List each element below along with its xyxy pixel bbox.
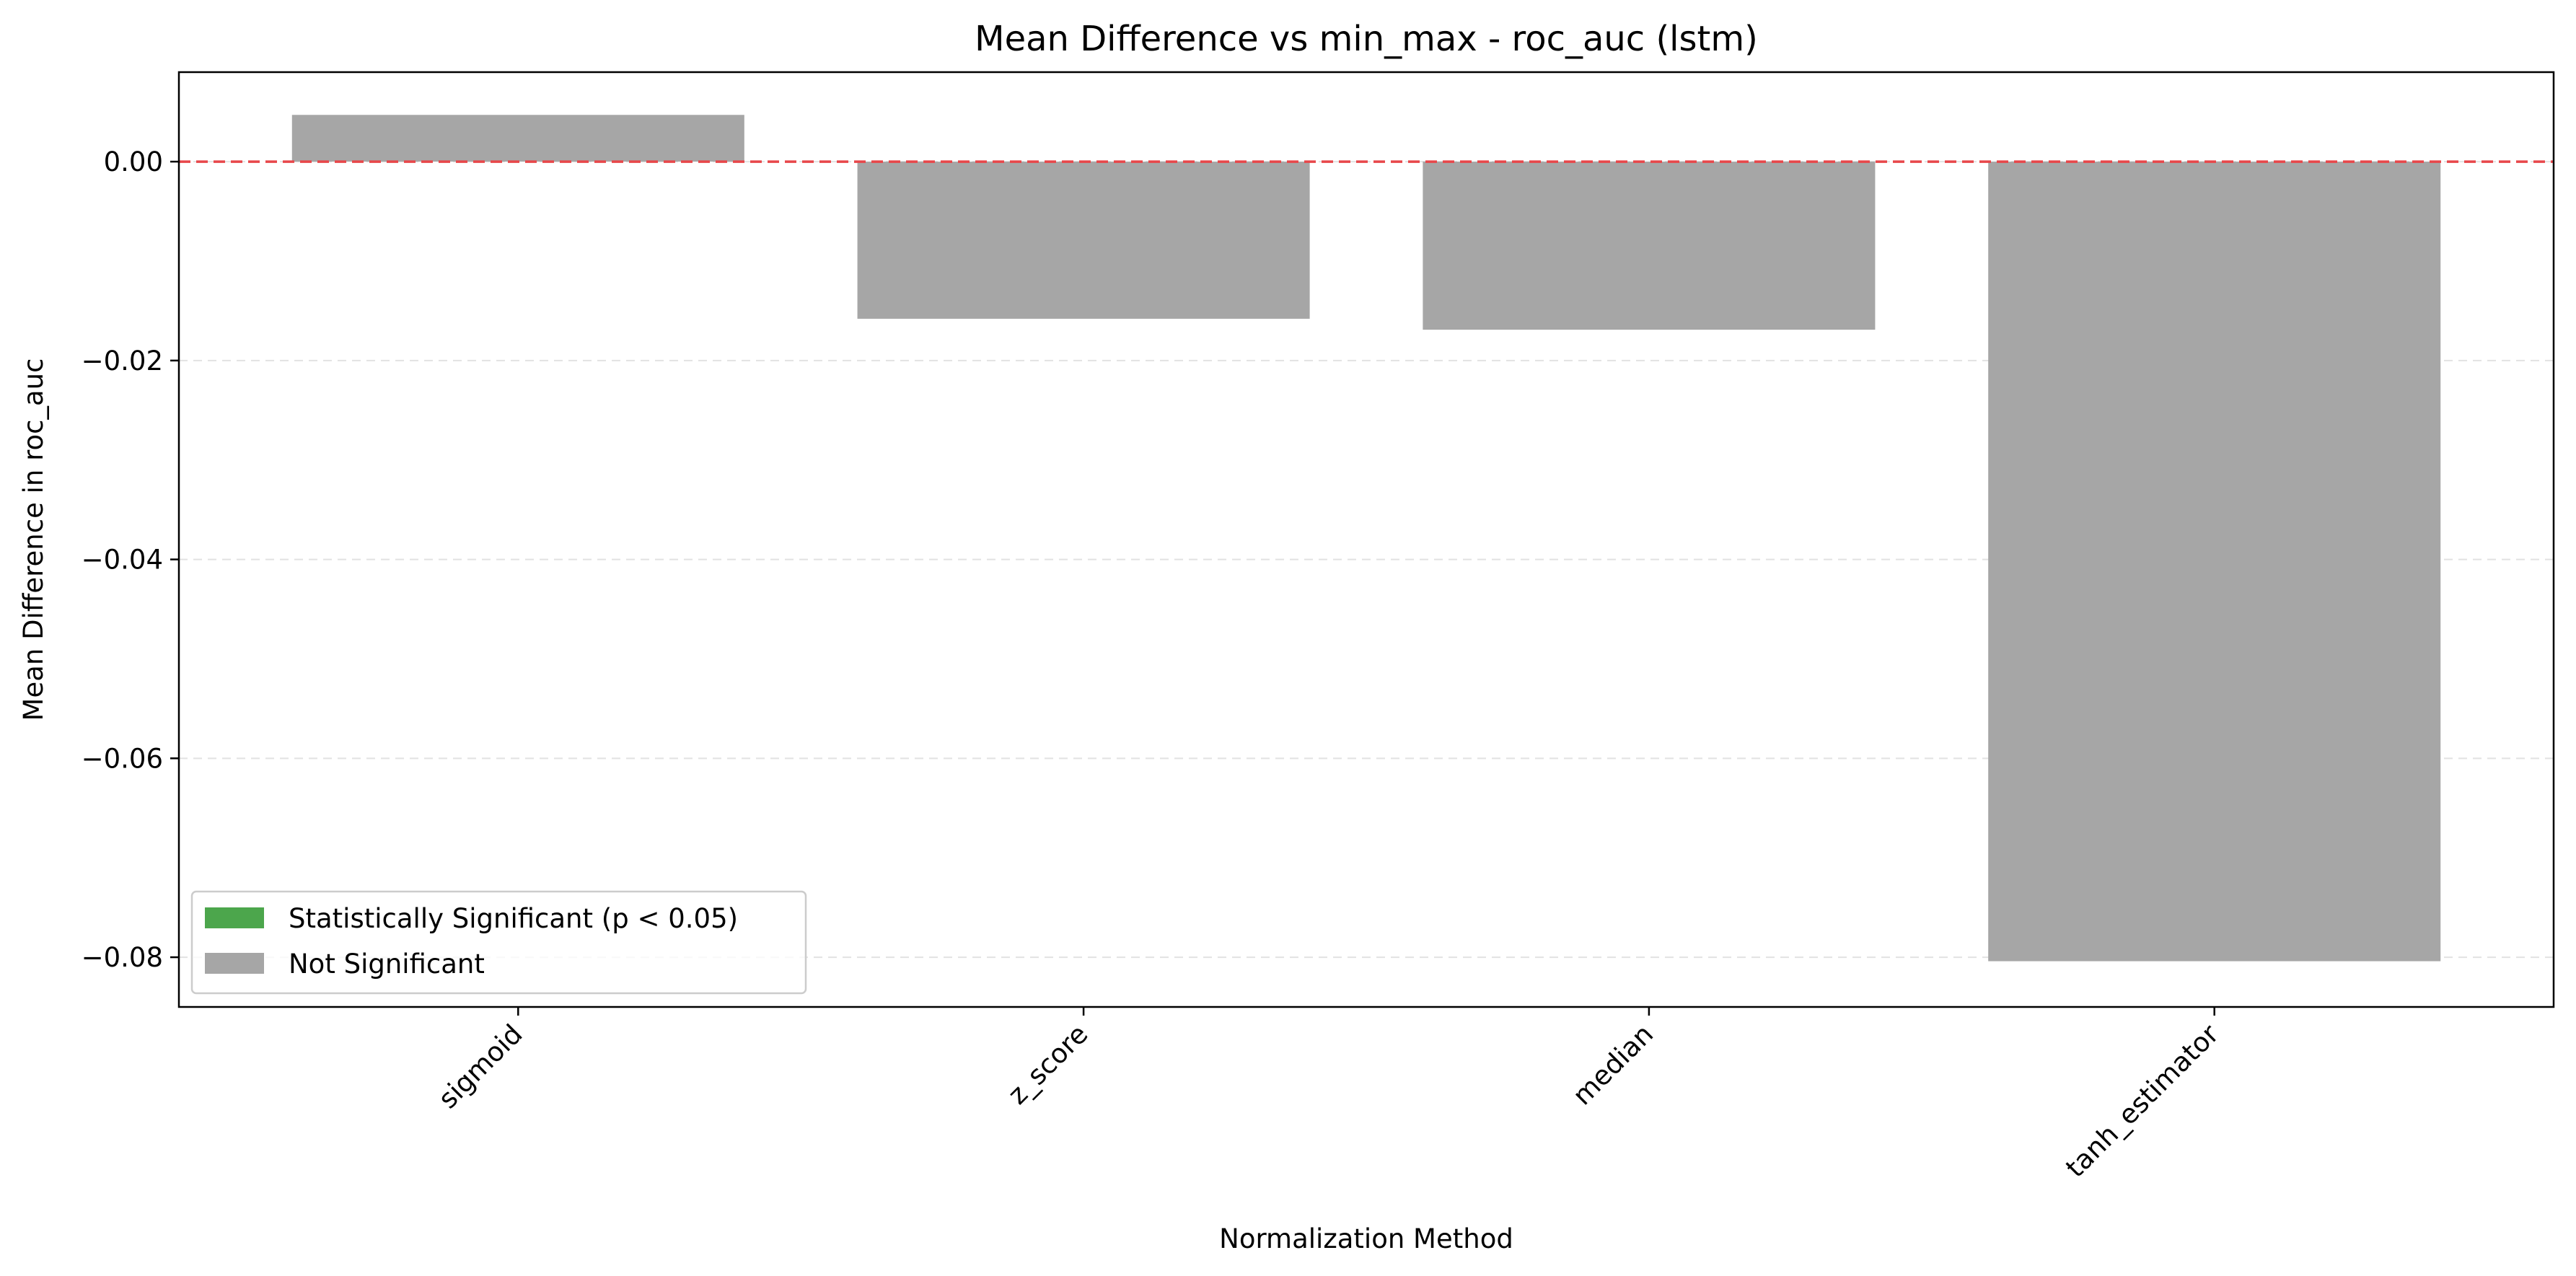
legend: Statistically Significant (p < 0.05) Not… [190,890,807,995]
bar-sigmoid [291,115,744,162]
y-tick-label: −0.04 [82,545,163,576]
legend-swatch-significant [205,907,264,928]
x-axis-label: Normalization Method [1219,1223,1513,1254]
legend-swatch-not-significant [205,953,264,974]
legend-label-significant: Statistically Significant (p < 0.05) [289,903,738,934]
y-tick-label: −0.02 [82,346,163,377]
bar-median [1423,162,1876,330]
plot-area-frame [177,71,2555,1008]
legend-label-not-significant: Not Significant [289,949,485,980]
y-axis-label: Mean Difference in roc_auc [18,358,49,721]
y-axis-ticks: 0.00 −0.02 −0.04 −0.06 −0.08 [82,146,179,973]
y-tick-label: −0.08 [82,942,163,973]
bar-tanh-estimator [1988,162,2441,962]
bars [291,115,2441,962]
bar-z-score [857,162,1310,319]
legend-box [190,890,807,995]
chart-title: Mean Difference vs min_max - roc_auc (ls… [975,19,1758,59]
y-tick-label: −0.06 [82,743,163,774]
y-tick-label: 0.00 [104,146,163,177]
